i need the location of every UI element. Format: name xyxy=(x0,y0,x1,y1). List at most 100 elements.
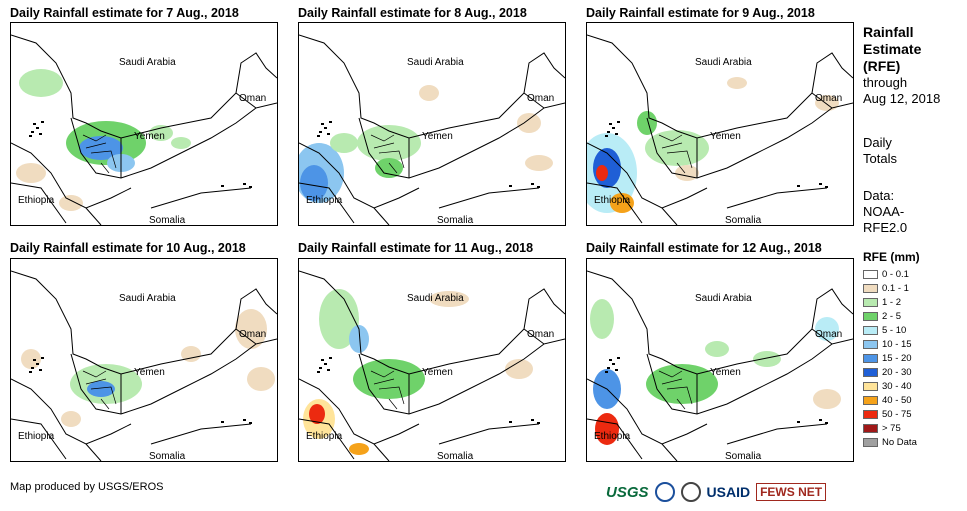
district-line xyxy=(370,134,395,142)
island xyxy=(29,135,32,137)
country-label: Ethiopia xyxy=(306,195,343,206)
map-panel-3: Saudi Arabia Oman Yemen Ethiopia Somalia xyxy=(586,22,854,226)
border-line xyxy=(438,187,540,209)
legend-swatch xyxy=(863,353,878,363)
district-line xyxy=(90,386,117,405)
border-line xyxy=(811,288,853,330)
map-svg: Saudi Arabia Oman Yemen Ethiopia Somalia xyxy=(587,270,853,461)
island xyxy=(36,363,39,365)
map-panel-4: Saudi Arabia Oman Yemen Ethiopia Somalia xyxy=(10,258,278,462)
rain-patch xyxy=(645,130,709,166)
legend-label: 40 - 50 xyxy=(882,395,912,406)
rain-patch xyxy=(330,133,358,153)
rain-patch xyxy=(319,289,359,349)
country-label: Oman xyxy=(815,93,842,104)
country-label: Somalia xyxy=(149,215,186,225)
island xyxy=(36,127,39,129)
island xyxy=(819,419,822,421)
country-label: Saudi Arabia xyxy=(695,293,752,304)
panel-title-3: Daily Rainfall estimate for 9 Aug., 2018 xyxy=(586,6,815,20)
map-svg: Saudi Arabia Oman Yemen Ethiopia Somalia xyxy=(11,34,277,225)
island xyxy=(825,186,828,188)
island xyxy=(509,421,512,423)
district-line xyxy=(100,162,110,174)
district-line xyxy=(82,370,107,378)
border-line xyxy=(299,34,525,139)
district-line xyxy=(388,398,398,410)
title-line-2: Estimate xyxy=(863,41,922,57)
border-line xyxy=(11,378,132,445)
country-label: Somalia xyxy=(149,451,186,461)
border-line xyxy=(11,182,67,224)
map-svg: Saudi Arabia Oman Yemen Ethiopia Somalia xyxy=(299,34,565,225)
noaa-logo-icon xyxy=(654,482,675,502)
district-line xyxy=(85,378,107,385)
rain-patch xyxy=(727,77,747,89)
rain-patch xyxy=(705,341,729,357)
country-label: Ethiopia xyxy=(18,431,55,442)
usaid-logo: USAID xyxy=(706,484,751,500)
country-label: Somalia xyxy=(725,451,762,461)
country-label: Saudi Arabia xyxy=(119,57,176,68)
rain-patch xyxy=(19,69,63,97)
sidebar-title: Rainfall Estimate (RFE) through Aug 12, … xyxy=(863,24,940,107)
sidebar-data: Data: NOAA- RFE2.0 xyxy=(863,188,907,236)
country-label: Saudi Arabia xyxy=(407,57,464,68)
island xyxy=(797,421,800,423)
logos: USGS USAID FEWS NET xyxy=(606,478,827,506)
island xyxy=(609,123,612,125)
legend-label: 50 - 75 xyxy=(882,409,912,420)
island xyxy=(41,121,44,123)
island xyxy=(609,359,612,361)
panel-title-4: Daily Rainfall estimate for 10 Aug., 201… xyxy=(10,241,246,255)
island xyxy=(617,357,620,359)
rain-patch xyxy=(419,85,439,101)
district-line xyxy=(666,386,693,405)
panel-title-1: Daily Rainfall estimate for 7 Aug., 2018 xyxy=(10,6,239,20)
island xyxy=(327,369,330,371)
border-line xyxy=(299,142,420,209)
rain-patch xyxy=(637,111,657,135)
legend-item: > 75 xyxy=(863,423,901,434)
border-line xyxy=(358,343,545,415)
border-line xyxy=(11,34,237,139)
map-svg: Saudi Arabia Oman Yemen Ethiopia Somalia xyxy=(299,270,565,461)
rain-patch xyxy=(349,325,369,353)
island xyxy=(31,367,34,369)
title-line-3: (RFE) xyxy=(863,58,901,74)
district-line xyxy=(676,162,686,174)
island xyxy=(615,133,618,135)
usgs-logo: USGS xyxy=(606,483,649,501)
legend-label: 0.1 - 1 xyxy=(882,283,909,294)
title-line-1: Rainfall xyxy=(863,24,914,40)
island xyxy=(612,363,615,365)
legend-label: 5 - 10 xyxy=(882,325,907,336)
rain-patch xyxy=(815,317,839,341)
legend-item: 2 - 5 xyxy=(863,311,901,322)
data-source-2: RFE2.0 xyxy=(863,220,908,235)
border-line xyxy=(646,107,833,179)
border-line xyxy=(11,418,67,460)
island xyxy=(324,127,327,129)
district-line xyxy=(666,150,693,169)
island xyxy=(605,135,608,137)
district-line xyxy=(661,142,683,149)
island xyxy=(321,359,324,361)
country-label: Yemen xyxy=(710,367,741,378)
country-label: Somalia xyxy=(437,215,474,225)
seal-logo-icon xyxy=(680,482,701,502)
border-line xyxy=(661,443,678,461)
border-line xyxy=(587,142,708,209)
rain-patch xyxy=(235,309,267,349)
border-line xyxy=(726,423,828,445)
border-line xyxy=(235,52,277,94)
country-label: Oman xyxy=(527,329,554,340)
border-line xyxy=(85,443,102,461)
island xyxy=(41,357,44,359)
district-line xyxy=(85,142,107,149)
border-line xyxy=(299,378,420,445)
daily-text: Daily xyxy=(863,135,892,150)
rain-patch xyxy=(247,367,275,391)
island xyxy=(615,369,618,371)
map-svg: Saudi Arabia Oman Yemen Ethiopia Somalia xyxy=(587,34,853,225)
